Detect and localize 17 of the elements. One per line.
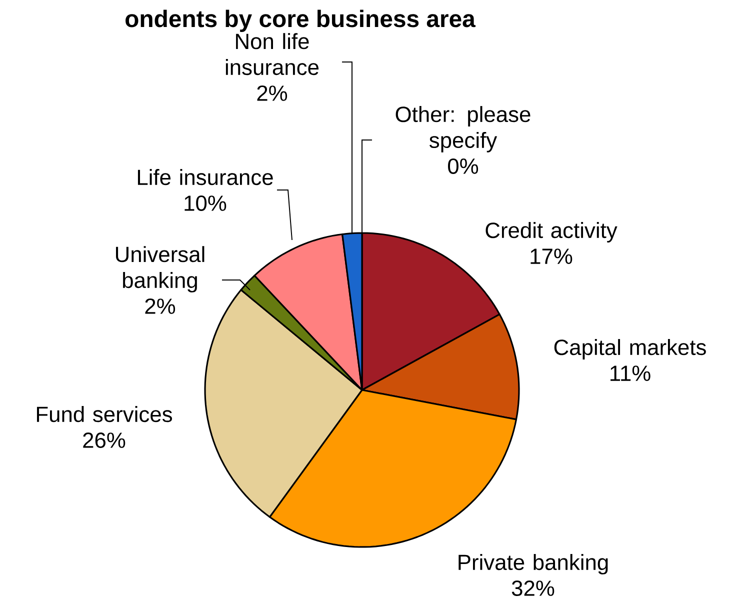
data-label: 2% (257, 85, 288, 101)
text: 0% (448, 158, 478, 174)
slice-label: Universal banking (116, 246, 204, 292)
slice-label: Credit activity (486, 222, 618, 242)
slice-label: Private banking (458, 554, 608, 574)
data-label: 10% (184, 196, 226, 211)
chart-title: ondents by core business area (126, 10, 476, 32)
category-label: Other: please specify (396, 106, 530, 152)
slice-label: Fund services (36, 406, 172, 422)
data-label: 17% (530, 248, 572, 264)
slice-label: Life insurance (138, 169, 273, 186)
data-label: 2% (145, 298, 176, 314)
data-label: 11% (610, 366, 650, 381)
slice-label: Capital markets (554, 339, 706, 360)
slice-label: Non life insurance (226, 33, 319, 76)
data-label: 26% (83, 432, 126, 448)
data-label: 32% (512, 580, 554, 596)
